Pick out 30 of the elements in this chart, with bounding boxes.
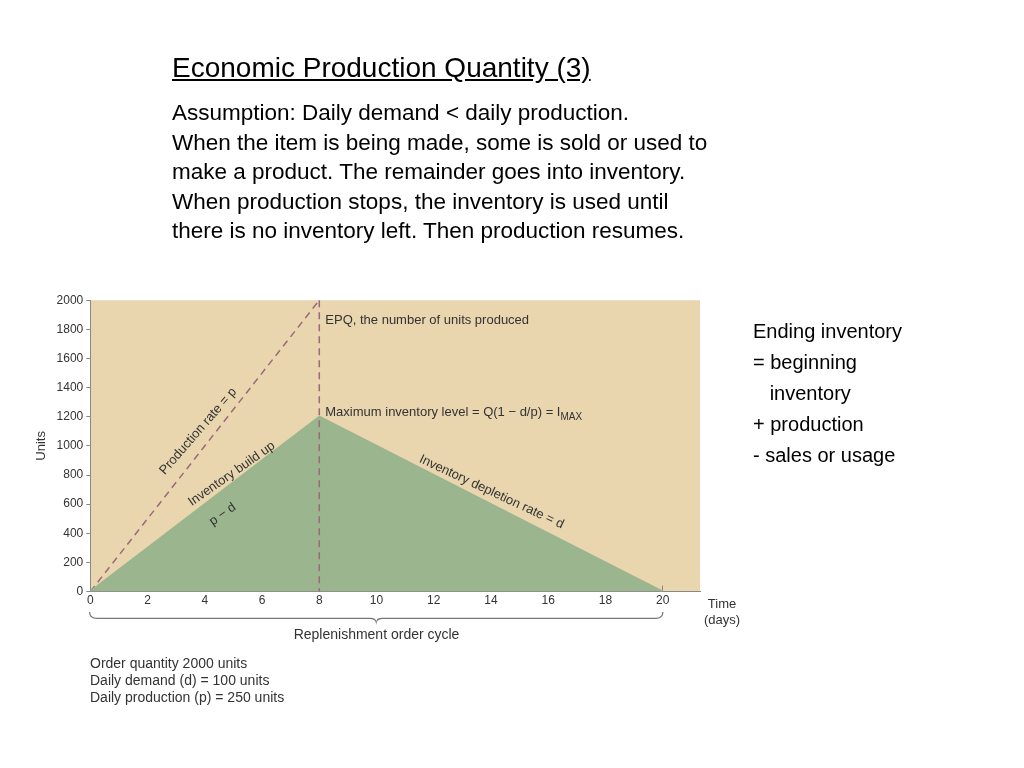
y-tick-label: 1200 (56, 409, 84, 424)
y-tick-label: 2000 (56, 292, 84, 307)
y-tick-label: 1600 (56, 350, 84, 365)
x-tick-label: 6 (258, 593, 266, 608)
x-axis-title: Time (days) (703, 595, 741, 627)
text: Order quantity 2000 units Daily demand (d) = 100 units Daily production (p) = 250 units (90, 655, 285, 706)
y-tick-label: 1800 (56, 321, 84, 336)
x-tick-label: 2 (144, 593, 152, 608)
x-tick-label: 4 (201, 593, 209, 608)
y-tick-label: 0 (76, 583, 84, 598)
y-axis-title: Units (33, 430, 49, 461)
y-tick-label: 200 (63, 554, 84, 569)
text: Ending inventory = beginning inventory + production - sales or usage (753, 319, 902, 468)
x-tick-label: 8 (315, 593, 323, 608)
x-tick-label: 20 (656, 593, 670, 608)
x-tick-label: 16 (541, 593, 556, 608)
text: Replenishment order cycle (292, 625, 461, 642)
x-tick-label: 0 (86, 593, 94, 608)
y-tick-label: 400 (63, 525, 84, 540)
y-tick-label: 1000 (56, 438, 84, 453)
y-tick-label: 1400 (56, 379, 84, 394)
chart-title: Economic Production Quantity (3) (172, 52, 591, 84)
x-tick-label: 10 (369, 593, 384, 608)
x-tick-label: 12 (427, 593, 441, 608)
chart-subtitle: Assumption: Daily demand < daily production. When the item is being made, some is sold or used to make a product. The remainder goes into inventory. When production stops, the inventory is used until there is no inventory left. Then production resumes. (172, 99, 708, 245)
y-tick-label: 600 (63, 496, 84, 511)
annotation: EPQ, the number of units produced (325, 312, 530, 328)
y-tick-label: 800 (63, 467, 84, 482)
x-tick-label: 14 (484, 593, 499, 608)
x-tick-label: 18 (598, 593, 613, 608)
